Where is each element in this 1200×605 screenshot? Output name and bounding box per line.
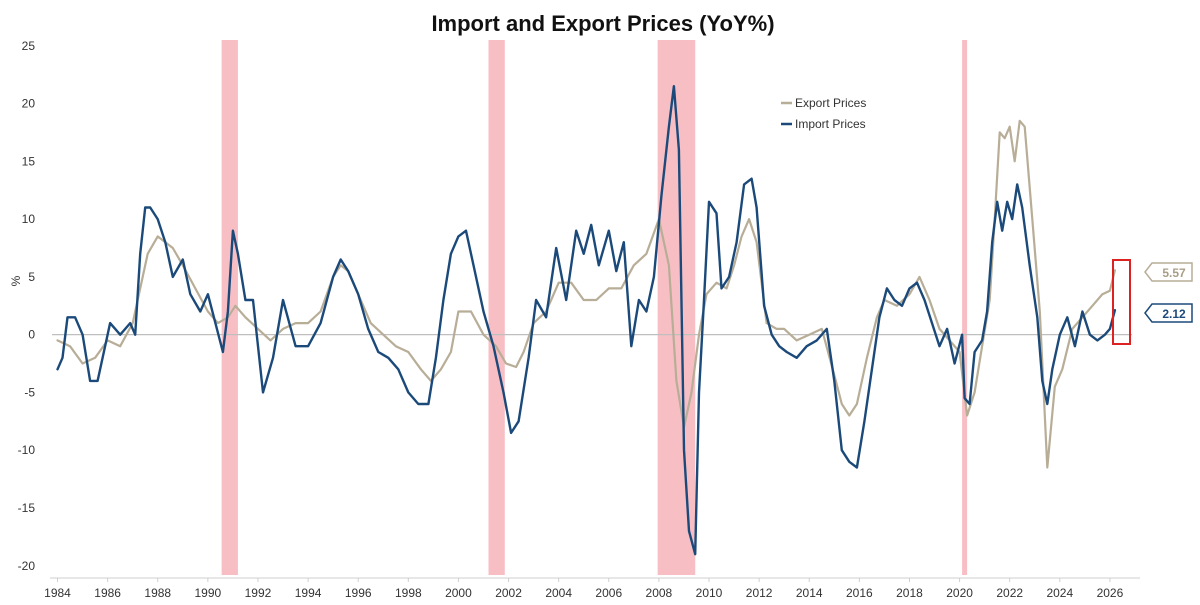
y-tick-label: -10 [18, 443, 36, 457]
x-tick-label: 2004 [545, 586, 572, 600]
x-tick-label: 2006 [595, 586, 622, 600]
x-tick-label: 2018 [896, 586, 923, 600]
x-tick-label: 2026 [1097, 586, 1124, 600]
y-tick-label: 25 [22, 39, 36, 53]
x-tick-label: 2002 [495, 586, 522, 600]
end-label-import-value: 2.12 [1162, 307, 1186, 321]
y-tick-label: 20 [22, 97, 36, 111]
y-tick-label: -15 [18, 501, 36, 515]
x-tick-label: 1996 [345, 586, 372, 600]
end-label-import: 2.12 [1144, 303, 1193, 323]
y-tick-label: 0 [28, 328, 35, 342]
x-tick-label: 2016 [846, 586, 873, 600]
latest-values-highlight-box [1112, 259, 1131, 345]
series-layer [56, 85, 1117, 556]
chart-title: Import and Export Prices (YoY%) [431, 11, 774, 36]
legend-label-export: Export Prices [795, 96, 866, 110]
recession-band-1 [488, 40, 505, 575]
import-prices-line [56, 85, 1117, 556]
x-tick-label: 2008 [646, 586, 673, 600]
x-tick-label: 2012 [746, 586, 773, 600]
x-tick-label: 1992 [245, 586, 272, 600]
y-tick-label: -20 [18, 559, 36, 573]
x-tick-label: 2024 [1046, 586, 1073, 600]
x-tick-label: 2014 [796, 586, 823, 600]
x-tick-label: 1998 [395, 586, 422, 600]
x-tick-label: 1990 [195, 586, 222, 600]
y-tick-label: 10 [22, 212, 36, 226]
axes: 25 20 15 10 5 0 -5 -10 -15 -20 1984 1986 1988 1990 199… [18, 39, 1140, 600]
legend: Export Prices Import Prices [781, 96, 866, 131]
recession-band-3 [962, 40, 968, 575]
x-tick-label: 2000 [445, 586, 472, 600]
recession-band-0 [221, 40, 238, 575]
y-axis-label: % [9, 275, 23, 286]
x-tick-label: 1984 [44, 586, 71, 600]
export-prices-line [56, 119, 1116, 469]
end-label-export-box [1144, 262, 1193, 282]
x-tick-label: 2020 [946, 586, 973, 600]
y-tick-label: -5 [24, 385, 35, 399]
x-tick-label: 1988 [144, 586, 171, 600]
end-label-export-value: 5.57 [1162, 266, 1186, 280]
y-tick-label: 5 [28, 270, 35, 284]
end-label-import-box [1144, 303, 1193, 323]
legend-label-import: Import Prices [795, 117, 866, 131]
x-tick-label: 2022 [996, 586, 1023, 600]
y-tick-label: 15 [22, 154, 36, 168]
end-label-export: 5.57 [1144, 262, 1193, 282]
x-tick-label: 1986 [94, 586, 121, 600]
x-tick-label: 2010 [696, 586, 723, 600]
x-tick-label: 1994 [295, 586, 322, 600]
